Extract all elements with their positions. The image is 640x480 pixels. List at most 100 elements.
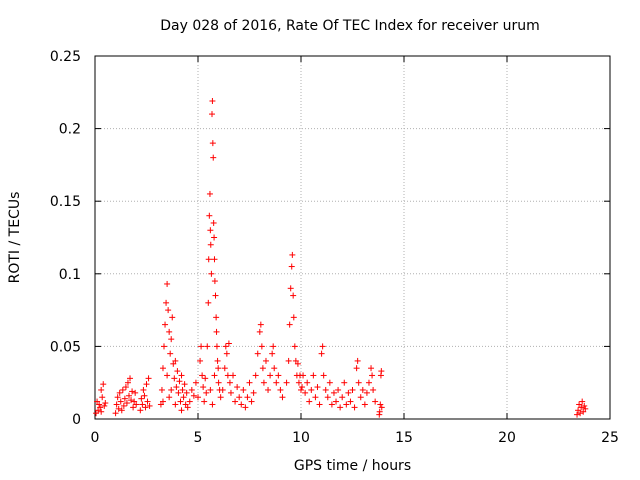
data-point xyxy=(116,389,123,396)
data-point xyxy=(370,386,377,393)
data-point xyxy=(322,386,329,393)
data-point xyxy=(207,227,214,234)
data-point xyxy=(258,343,265,350)
data-point xyxy=(363,389,370,396)
data-point xyxy=(113,401,120,408)
data-point xyxy=(341,379,348,386)
data-point xyxy=(98,408,105,415)
data-point xyxy=(285,357,292,364)
plot-frame xyxy=(94,55,611,420)
data-point xyxy=(283,379,290,386)
data-point xyxy=(226,379,233,386)
data-point xyxy=(198,343,205,350)
data-point xyxy=(192,379,199,386)
y-tick-label: 0.15 xyxy=(50,194,81,210)
data-point xyxy=(250,389,257,396)
data-point xyxy=(211,234,218,241)
data-point xyxy=(324,394,331,401)
data-point xyxy=(200,384,207,391)
data-point xyxy=(206,190,213,197)
data-point xyxy=(377,401,384,408)
data-point xyxy=(205,299,212,306)
data-point xyxy=(132,389,139,396)
x-tick-label: 25 xyxy=(601,430,619,446)
data-point xyxy=(318,350,325,357)
data-point xyxy=(213,328,220,335)
data-point xyxy=(310,372,317,379)
data-point xyxy=(343,401,350,408)
data-point xyxy=(355,379,362,386)
data-point xyxy=(270,343,277,350)
data-point xyxy=(112,410,119,417)
data-point xyxy=(213,314,220,321)
data-point xyxy=(211,278,218,285)
y-tick-label: 0.2 xyxy=(59,122,81,138)
data-point xyxy=(372,398,379,405)
data-point xyxy=(314,384,321,391)
data-point xyxy=(304,379,311,386)
data-point xyxy=(117,398,124,405)
data-point xyxy=(168,336,175,343)
data-point xyxy=(123,400,130,407)
data-point xyxy=(238,401,245,408)
data-point xyxy=(180,394,187,401)
data-point xyxy=(209,401,216,408)
data-point xyxy=(97,404,104,411)
data-point xyxy=(215,379,222,386)
data-point xyxy=(328,401,335,408)
data-point xyxy=(212,292,219,299)
data-point xyxy=(145,375,152,382)
data-point xyxy=(246,379,253,386)
data-point xyxy=(225,340,232,347)
data-point xyxy=(204,343,211,350)
data-point xyxy=(174,368,181,375)
data-point xyxy=(288,263,295,270)
x-axis-label: GPS time / hours xyxy=(294,458,411,474)
data-point xyxy=(290,314,297,321)
data-point xyxy=(115,405,122,412)
data-point xyxy=(577,410,584,417)
data-point xyxy=(96,401,103,408)
data-point xyxy=(262,357,269,364)
data-point xyxy=(221,365,228,372)
data-point xyxy=(256,328,263,335)
data-point xyxy=(101,402,108,409)
data-point xyxy=(179,386,186,393)
data-point xyxy=(345,389,352,396)
data-point xyxy=(581,402,588,409)
x-tick-label: 5 xyxy=(194,430,203,446)
data-point xyxy=(359,386,366,393)
data-point xyxy=(244,394,251,401)
data-point xyxy=(177,398,184,405)
data-point xyxy=(161,343,168,350)
data-point xyxy=(98,386,105,393)
data-point xyxy=(209,111,216,118)
data-point xyxy=(333,398,340,405)
data-point xyxy=(162,321,169,328)
y-tick-label: 0.25 xyxy=(50,49,81,65)
data-point xyxy=(347,398,354,405)
data-point xyxy=(173,384,180,391)
data-point xyxy=(167,350,174,357)
data-point xyxy=(240,386,247,393)
data-point xyxy=(574,411,581,418)
data-point xyxy=(257,321,264,328)
data-point xyxy=(302,389,309,396)
data-point xyxy=(368,365,375,372)
data-point xyxy=(99,394,106,401)
data-point xyxy=(124,379,131,386)
data-point xyxy=(378,404,385,411)
data-point xyxy=(207,386,214,393)
data-point xyxy=(306,398,313,405)
data-point xyxy=(260,379,267,386)
data-point xyxy=(319,343,326,350)
data-point xyxy=(316,401,323,408)
data-point xyxy=(378,368,385,375)
data-point xyxy=(252,372,259,379)
data-point xyxy=(208,270,215,277)
data-point xyxy=(361,401,368,408)
data-point xyxy=(178,407,185,414)
x-tick-label: 10 xyxy=(292,430,310,446)
